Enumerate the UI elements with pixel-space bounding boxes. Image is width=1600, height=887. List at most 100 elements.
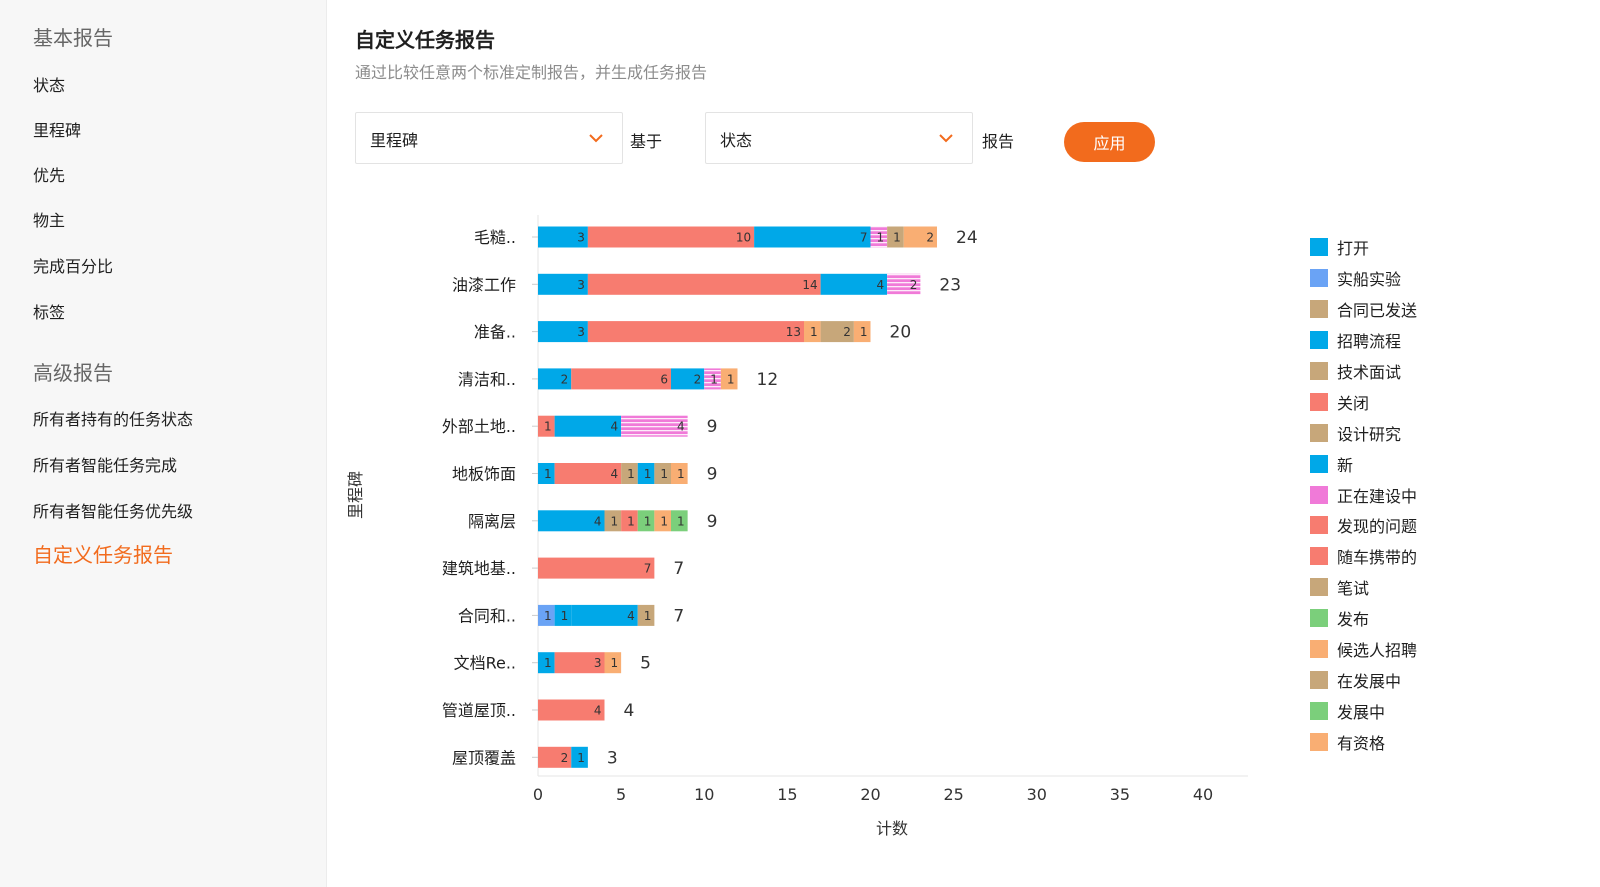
bar-segment[interactable] — [587, 321, 804, 343]
bar-segment[interactable] — [554, 604, 572, 626]
legend-swatch — [1310, 732, 1328, 751]
bar-segment[interactable] — [571, 368, 671, 390]
sidebar-item-custom-task-report[interactable]: 自定义任务报告 — [33, 543, 173, 567]
bar-segment[interactable] — [587, 273, 821, 295]
bar-segment[interactable] — [820, 273, 888, 295]
chevron-down-icon — [939, 134, 953, 143]
bar-segment[interactable] — [804, 321, 821, 343]
bar-segment-label: 1 — [544, 656, 552, 670]
legend-label: 关闭 — [1337, 393, 1370, 413]
bar-segment[interactable] — [637, 510, 655, 532]
bar-segment[interactable] — [554, 463, 622, 484]
legend-item[interactable]: 合同已发送 — [1310, 294, 1417, 325]
bar-segment[interactable] — [538, 463, 555, 484]
bar-segment[interactable] — [604, 652, 622, 674]
bar-segment[interactable] — [671, 510, 688, 532]
bar-segment[interactable] — [538, 415, 555, 437]
bar-segment[interactable] — [887, 226, 904, 248]
bar-segment[interactable] — [554, 415, 622, 437]
bar-segment[interactable] — [887, 273, 921, 295]
bar-segment[interactable] — [903, 226, 937, 248]
bar-segment[interactable] — [820, 321, 854, 343]
legend-item[interactable]: 设计研究 — [1310, 417, 1417, 448]
bar-segment[interactable] — [571, 604, 638, 626]
x-tick-label: 10 — [694, 785, 714, 804]
sidebar-item-owner-task-completion[interactable]: 所有者智能任务完成 — [33, 456, 178, 475]
bar-segment-label: 1 — [577, 751, 585, 765]
bar-segment[interactable] — [538, 557, 655, 579]
apply-button[interactable]: 应用 — [1064, 122, 1155, 162]
legend-item[interactable]: 招聘流程 — [1310, 325, 1417, 356]
sidebar-item-owner-task-priority[interactable]: 所有者智能任务优先级 — [33, 502, 194, 521]
bar-segment-label: 4 — [594, 704, 602, 718]
bar-segment-label: 1 — [660, 467, 668, 481]
legend-item[interactable]: 发布 — [1310, 603, 1417, 634]
bar-segment[interactable] — [621, 510, 638, 532]
legend-item[interactable]: 在发展中 — [1310, 664, 1417, 695]
legend-item[interactable]: 正在建设中 — [1310, 479, 1417, 510]
legend-swatch — [1310, 640, 1328, 659]
sidebar-item-owner[interactable]: 物主 — [33, 211, 66, 230]
legend-swatch — [1310, 423, 1328, 442]
bar-segment[interactable] — [538, 652, 555, 674]
bar-segment[interactable] — [720, 368, 738, 390]
bar-segment[interactable] — [654, 463, 671, 484]
legend-label: 打开 — [1337, 239, 1370, 259]
bar-segment[interactable] — [704, 368, 721, 390]
bar-segment[interactable] — [538, 273, 588, 295]
legend-item[interactable]: 新 — [1310, 448, 1417, 479]
bar-segment[interactable] — [671, 368, 705, 390]
bar-segment[interactable] — [870, 226, 888, 248]
sidebar-item-percent-complete[interactable]: 完成百分比 — [33, 257, 114, 276]
legend-item[interactable]: 技术面试 — [1310, 356, 1417, 387]
sidebar-item-tags[interactable]: 标签 — [33, 303, 66, 322]
sidebar-item-owner-task-status[interactable]: 所有者持有的任务状态 — [33, 410, 194, 429]
sidebar-item-status[interactable]: 状态 — [33, 76, 66, 95]
legend-item[interactable]: 实船实验 — [1310, 263, 1417, 294]
bar-segment[interactable] — [637, 604, 655, 626]
criteria-select-primary[interactable]: 里程碑 — [355, 112, 623, 164]
bar-segment[interactable] — [571, 746, 588, 768]
bar-segment[interactable] — [538, 510, 605, 532]
bar-segment[interactable] — [637, 463, 655, 484]
x-tick-label: 40 — [1193, 785, 1213, 804]
bar-total-label: 7 — [673, 606, 684, 626]
bar-segment[interactable] — [587, 226, 755, 248]
bar-segment-label: 3 — [594, 656, 602, 670]
bar-segment[interactable] — [554, 652, 605, 674]
legend-item[interactable]: 随车携带的 — [1310, 541, 1417, 572]
criteria-select-secondary[interactable]: 状态 — [705, 112, 973, 164]
legend-item[interactable]: 有资格 — [1310, 726, 1417, 757]
bar-segment[interactable] — [754, 226, 871, 248]
bar-segment[interactable] — [538, 746, 572, 768]
bar-segment[interactable] — [538, 604, 555, 626]
bar-segment[interactable] — [538, 226, 588, 248]
legend-item[interactable]: 发展中 — [1310, 695, 1417, 726]
bar-segment[interactable] — [538, 368, 572, 390]
bar-segment[interactable] — [671, 463, 688, 484]
bar-segment[interactable] — [853, 321, 871, 343]
bar-row: 屋顶覆盖 2 1 3 — [452, 746, 618, 768]
bar-row: 油漆工作 3 14 4 2 23 — [452, 273, 961, 295]
legend-item[interactable]: 关闭 — [1310, 386, 1417, 417]
bar-segment[interactable] — [538, 321, 588, 343]
bar-segment-label: 3 — [577, 231, 585, 245]
bar-segment[interactable] — [604, 510, 622, 532]
bar-total-label: 9 — [707, 465, 718, 485]
bar-total-label: 7 — [673, 559, 684, 579]
bar-segment[interactable] — [621, 415, 688, 437]
legend-item[interactable]: 候选人招聘 — [1310, 634, 1417, 665]
bar-row: 建筑地基.. 7 7 — [442, 557, 684, 579]
bar-segment-label: 4 — [610, 467, 618, 481]
bar-segment[interactable] — [538, 699, 605, 721]
bar-segment-label: 3 — [577, 325, 585, 339]
bar-segment[interactable] — [621, 463, 638, 484]
legend-item[interactable]: 笔试 — [1310, 572, 1417, 603]
sidebar-item-milestone[interactable]: 里程碑 — [33, 121, 82, 140]
x-axis-title: 计数 — [876, 819, 908, 838]
bar-segment[interactable] — [654, 510, 671, 532]
legend-item[interactable]: 打开 — [1310, 232, 1417, 263]
legend-item[interactable]: 发现的问题 — [1310, 510, 1417, 541]
bar-segment-label: 1 — [644, 514, 652, 528]
sidebar-item-priority[interactable]: 优先 — [33, 166, 66, 185]
